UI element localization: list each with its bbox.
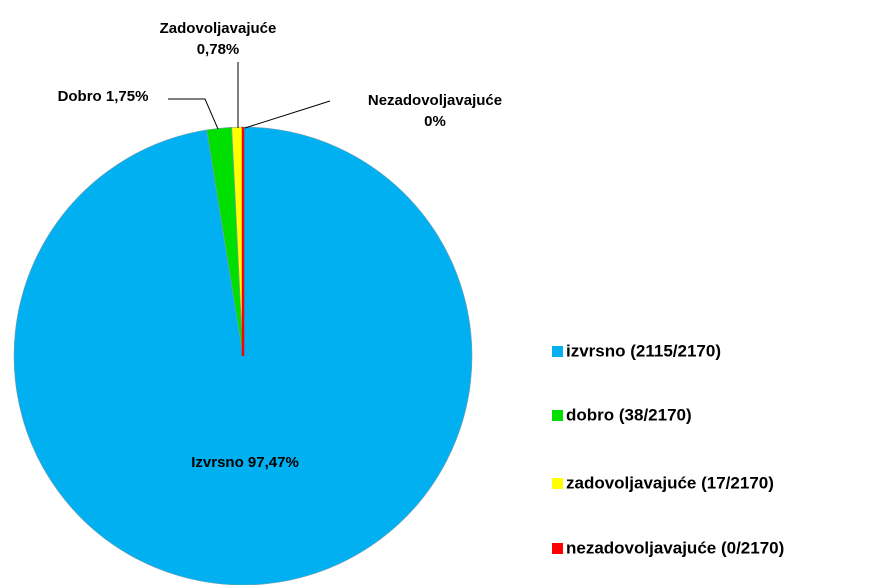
legend-label: nezadovoljavajuće (0/2170): [566, 538, 784, 557]
data-label: Izvrsno 97,47%: [191, 454, 299, 471]
legend-swatch: [552, 410, 563, 421]
data-label: Dobro 1,75%: [58, 88, 149, 105]
legend-swatch: [552, 346, 563, 357]
data-label: Nezadovoljavajuće 0%: [368, 92, 502, 130]
legend-swatch: [552, 543, 563, 554]
legend-label: zadovoljavajuće (17/2170): [566, 473, 774, 492]
legend-label: dobro (38/2170): [566, 405, 692, 424]
legend-swatch: [552, 478, 563, 489]
leader-line: [168, 98, 219, 130]
leader-line: [244, 100, 331, 129]
data-label: Zadovoljavajuće 0,78%: [160, 20, 277, 58]
legend-label: izvrsno (2115/2170): [566, 341, 721, 360]
